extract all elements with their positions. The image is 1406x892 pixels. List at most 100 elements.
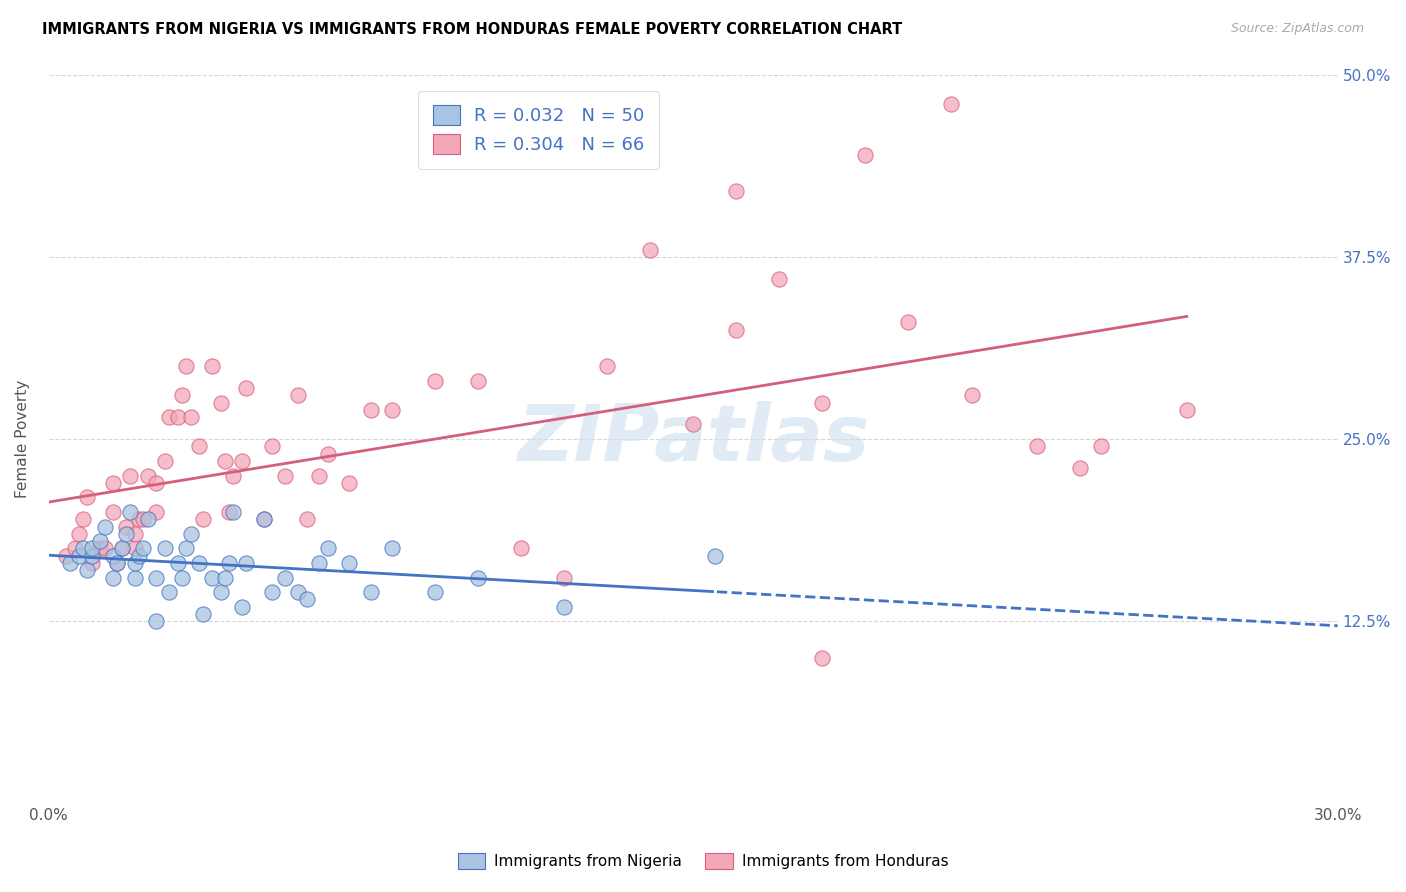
Point: [103, 505, 125, 519]
Point: [136, 468, 159, 483]
Point: [425, 585, 447, 599]
Point: [120, 505, 142, 519]
Point: [853, 147, 876, 161]
Point: [111, 541, 134, 556]
Point: [76, 491, 98, 505]
Point: [308, 556, 330, 570]
Point: [214, 571, 236, 585]
Point: [201, 571, 224, 585]
Point: [153, 541, 176, 556]
Point: [262, 439, 284, 453]
Point: [381, 541, 404, 556]
Point: [596, 359, 619, 373]
Point: [107, 556, 129, 570]
Point: [80, 541, 103, 556]
Point: [120, 468, 142, 483]
Point: [115, 519, 138, 533]
Point: [1090, 439, 1112, 453]
Point: [76, 563, 98, 577]
Point: [89, 534, 111, 549]
Point: [316, 541, 339, 556]
Point: [188, 556, 211, 570]
Point: [63, 541, 86, 556]
Point: [136, 512, 159, 526]
Point: [89, 541, 111, 556]
Legend: Immigrants from Nigeria, Immigrants from Honduras: Immigrants from Nigeria, Immigrants from…: [451, 847, 955, 875]
Point: [80, 556, 103, 570]
Point: [339, 556, 361, 570]
Point: [188, 439, 211, 453]
Point: [145, 475, 167, 490]
Point: [381, 403, 404, 417]
Point: [360, 403, 382, 417]
Point: [174, 541, 197, 556]
Point: [180, 410, 202, 425]
Point: [235, 381, 257, 395]
Point: [682, 417, 704, 432]
Point: [174, 359, 197, 373]
Point: [218, 505, 240, 519]
Point: [360, 585, 382, 599]
Point: [170, 571, 193, 585]
Point: [132, 541, 155, 556]
Point: [157, 410, 180, 425]
Point: [145, 571, 167, 585]
Point: [262, 585, 284, 599]
Point: [145, 505, 167, 519]
Point: [1175, 403, 1198, 417]
Point: [209, 395, 232, 409]
Point: [103, 475, 125, 490]
Point: [274, 468, 297, 483]
Point: [222, 468, 245, 483]
Point: [553, 599, 575, 614]
Point: [510, 541, 533, 556]
Point: [193, 607, 215, 621]
Point: [316, 447, 339, 461]
Point: [222, 505, 245, 519]
Point: [811, 395, 834, 409]
Point: [425, 374, 447, 388]
Point: [939, 96, 962, 111]
Point: [274, 571, 297, 585]
Point: [768, 271, 790, 285]
Point: [128, 549, 150, 563]
Point: [295, 512, 318, 526]
Point: [1025, 439, 1047, 453]
Point: [59, 556, 82, 570]
Point: [67, 526, 90, 541]
Point: [287, 388, 309, 402]
Point: [128, 512, 150, 526]
Point: [287, 585, 309, 599]
Point: [252, 512, 274, 526]
Point: [725, 184, 748, 198]
Point: [231, 454, 253, 468]
Point: [72, 512, 94, 526]
Point: [339, 475, 361, 490]
Point: [67, 549, 90, 563]
Point: [145, 615, 167, 629]
Point: [124, 541, 146, 556]
Text: IMMIGRANTS FROM NIGERIA VS IMMIGRANTS FROM HONDURAS FEMALE POVERTY CORRELATION C: IMMIGRANTS FROM NIGERIA VS IMMIGRANTS FR…: [42, 22, 903, 37]
Point: [703, 549, 725, 563]
Point: [638, 243, 661, 257]
Point: [107, 556, 129, 570]
Point: [218, 556, 240, 570]
Point: [157, 585, 180, 599]
Point: [214, 454, 236, 468]
Point: [180, 526, 202, 541]
Text: Source: ZipAtlas.com: Source: ZipAtlas.com: [1230, 22, 1364, 36]
Text: ZIPatlas: ZIPatlas: [517, 401, 869, 477]
Point: [124, 526, 146, 541]
Point: [235, 556, 257, 570]
Point: [725, 323, 748, 337]
Point: [124, 556, 146, 570]
Point: [111, 541, 134, 556]
Point: [103, 549, 125, 563]
Point: [72, 541, 94, 556]
Point: [201, 359, 224, 373]
Point: [93, 519, 115, 533]
Y-axis label: Female Poverty: Female Poverty: [15, 380, 30, 499]
Point: [124, 571, 146, 585]
Point: [93, 541, 115, 556]
Point: [132, 512, 155, 526]
